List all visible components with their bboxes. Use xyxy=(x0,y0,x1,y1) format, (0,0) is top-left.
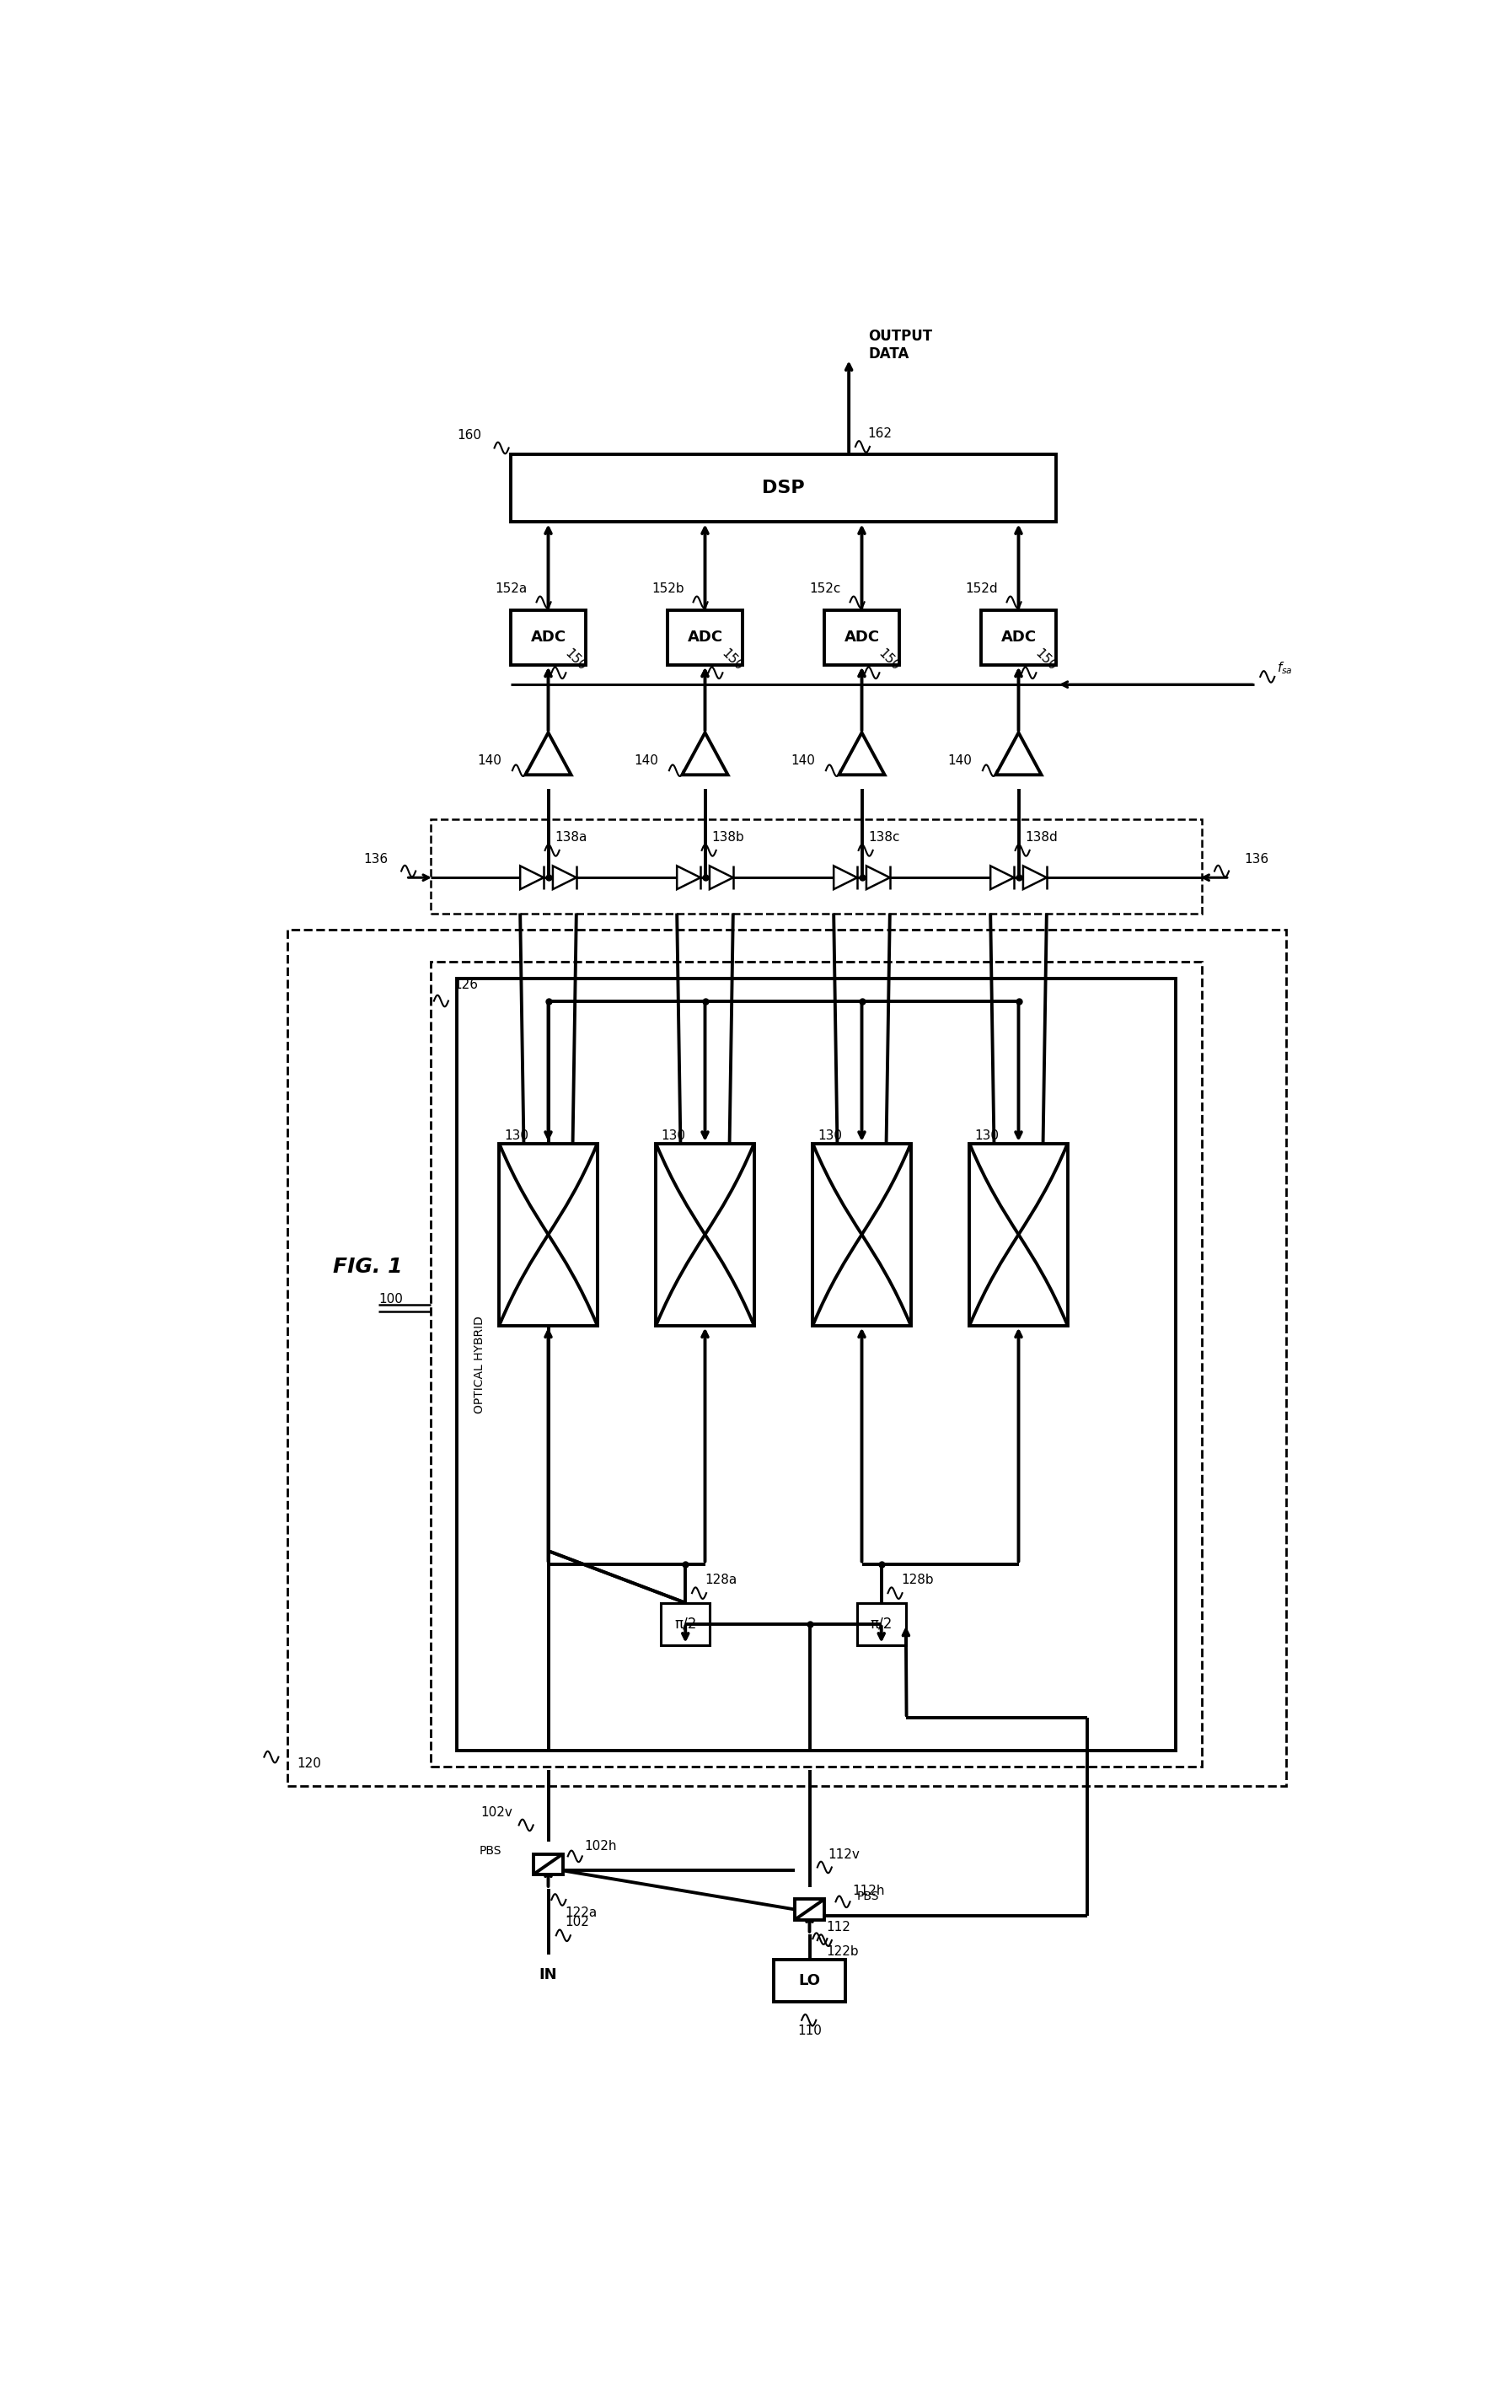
Polygon shape xyxy=(525,732,572,775)
Text: 152c: 152c xyxy=(809,583,841,595)
Bar xyxy=(656,1144,754,1324)
Text: ADC: ADC xyxy=(844,631,880,645)
Text: 138d: 138d xyxy=(1025,831,1058,843)
Polygon shape xyxy=(839,732,885,775)
Text: 140: 140 xyxy=(476,754,500,768)
Bar xyxy=(287,929,1287,1787)
Bar xyxy=(981,609,1055,665)
Text: 152b: 152b xyxy=(652,583,683,595)
Text: OUTPUT
DATA: OUTPUT DATA xyxy=(868,330,933,361)
Text: $f_{sa}$: $f_{sa}$ xyxy=(1276,660,1293,677)
Text: 102h: 102h xyxy=(584,1840,617,1852)
Text: 130: 130 xyxy=(505,1129,529,1141)
Text: ADC: ADC xyxy=(1001,631,1036,645)
Text: 130: 130 xyxy=(818,1129,842,1141)
Bar xyxy=(431,819,1202,913)
Bar xyxy=(667,609,742,665)
Text: π/2: π/2 xyxy=(674,1616,697,1633)
Text: 152d: 152d xyxy=(965,583,998,595)
Polygon shape xyxy=(682,732,727,775)
Polygon shape xyxy=(709,867,733,889)
Text: 136: 136 xyxy=(1244,852,1269,867)
Polygon shape xyxy=(534,1854,562,1873)
Polygon shape xyxy=(1024,867,1046,889)
Text: 112h: 112h xyxy=(851,1885,885,1898)
Text: 122a: 122a xyxy=(564,1907,597,1919)
Text: PBS: PBS xyxy=(856,1890,878,1902)
Text: ADC: ADC xyxy=(688,631,723,645)
Text: LO: LO xyxy=(798,1972,821,1989)
Bar xyxy=(857,1604,906,1645)
Polygon shape xyxy=(553,867,576,889)
Text: 102: 102 xyxy=(564,1917,588,1929)
Text: 110: 110 xyxy=(797,2025,821,2037)
Bar xyxy=(774,1960,845,2001)
Bar xyxy=(969,1144,1067,1324)
Text: 112v: 112v xyxy=(827,1847,860,1861)
Text: DSP: DSP xyxy=(762,479,804,496)
Bar xyxy=(511,455,1055,523)
Bar xyxy=(824,609,900,665)
Polygon shape xyxy=(677,867,700,889)
Polygon shape xyxy=(866,867,891,889)
Bar xyxy=(813,1144,910,1324)
Text: 150: 150 xyxy=(562,648,588,672)
Polygon shape xyxy=(990,867,1015,889)
Text: 122b: 122b xyxy=(826,1946,859,1958)
Polygon shape xyxy=(520,867,544,889)
Polygon shape xyxy=(996,732,1042,775)
Bar xyxy=(661,1604,711,1645)
Bar xyxy=(457,978,1175,1751)
Text: 130: 130 xyxy=(975,1129,999,1141)
Text: 162: 162 xyxy=(866,426,892,441)
Text: 138c: 138c xyxy=(868,831,900,843)
Text: π/2: π/2 xyxy=(871,1616,892,1633)
Polygon shape xyxy=(833,867,857,889)
Text: ADC: ADC xyxy=(531,631,565,645)
Text: 136: 136 xyxy=(364,852,389,867)
Text: 102v: 102v xyxy=(481,1806,513,1818)
Text: 140: 140 xyxy=(791,754,815,768)
Text: PBS: PBS xyxy=(479,1845,500,1857)
Text: 152a: 152a xyxy=(494,583,528,595)
Text: 128a: 128a xyxy=(705,1575,738,1587)
Text: 140: 140 xyxy=(947,754,972,768)
Text: 130: 130 xyxy=(661,1129,685,1141)
Text: 120: 120 xyxy=(296,1758,321,1770)
Text: FIG. 1: FIG. 1 xyxy=(333,1257,402,1276)
Text: 150: 150 xyxy=(720,648,745,672)
Text: OPTICAL HYBRID: OPTICAL HYBRID xyxy=(473,1315,485,1413)
Text: 140: 140 xyxy=(634,754,658,768)
Text: 150: 150 xyxy=(1033,648,1058,672)
Text: 112: 112 xyxy=(826,1922,850,1934)
Text: 138b: 138b xyxy=(712,831,744,843)
Text: 160: 160 xyxy=(457,429,481,441)
Bar xyxy=(431,961,1202,1767)
Bar xyxy=(499,1144,597,1324)
Text: 128b: 128b xyxy=(901,1575,933,1587)
Text: 126: 126 xyxy=(454,978,478,992)
Bar xyxy=(511,609,585,665)
Text: 100: 100 xyxy=(378,1293,402,1305)
Text: 138a: 138a xyxy=(555,831,587,843)
Polygon shape xyxy=(795,1900,824,1919)
Text: 150: 150 xyxy=(875,648,903,672)
Text: IN: IN xyxy=(540,1967,558,1982)
